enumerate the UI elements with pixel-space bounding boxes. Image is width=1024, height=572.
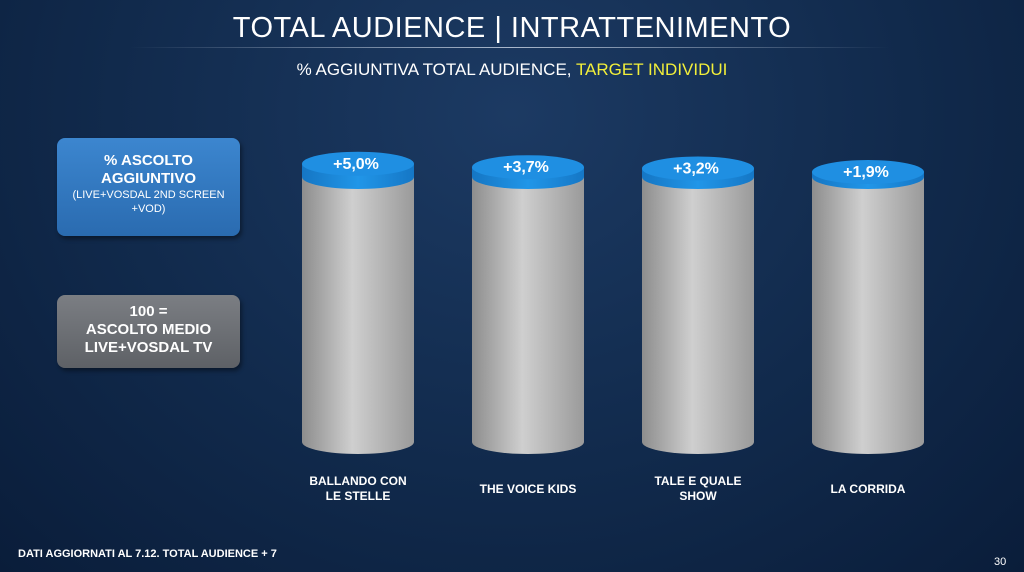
category-label-line: BALLANDO CON — [309, 474, 407, 488]
bar-top-0 — [302, 151, 414, 176]
category-label-line: LE STELLE — [325, 489, 391, 503]
legend-line: +VOD) — [131, 203, 166, 215]
category-label: TALE E QUALE SHOW — [628, 474, 768, 504]
page-subtitle: % AGGIUNTIVA TOTAL AUDIENCE, TARGET INDI… — [0, 60, 1024, 80]
legend-additional-audience: % ASCOLTO AGGIUNTIVO (LIVE+VOSDAL 2ND SC… — [57, 138, 240, 236]
subtitle-text: % AGGIUNTIVA TOTAL AUDIENCE, — [296, 60, 576, 79]
bar-top-2 — [642, 156, 754, 181]
legend-base-audience: 100 = ASCOLTO MEDIO LIVE+VOSDAL TV — [57, 295, 240, 368]
legend-line: 100 = — [129, 303, 168, 320]
subtitle-highlight: TARGET INDIVIDUI — [575, 60, 728, 79]
legend-line: AGGIUNTIVO — [100, 170, 196, 187]
legend-line: (LIVE+VOSDAL 2ND SCREEN — [72, 189, 225, 201]
bar-base-1 — [472, 177, 584, 454]
category-label-line: SHOW — [679, 489, 717, 503]
category-label-line: TALE E QUALE — [654, 474, 742, 488]
footer-note: DATI AGGIORNATI AL 7.12. TOTAL AUDIENCE … — [18, 548, 277, 560]
category-label-line: THE VOICE KIDS — [479, 482, 577, 496]
legend-line: LIVE+VOSDAL TV — [84, 339, 213, 356]
title-divider — [130, 47, 890, 48]
page-number: 30 — [994, 556, 1007, 568]
bar-base-0 — [302, 177, 414, 454]
bar-top-3 — [812, 159, 924, 184]
category-label-line: LA CORRIDA — [830, 482, 906, 496]
data-label-0: +5,0% — [333, 156, 379, 173]
legend-line: ASCOLTO MEDIO — [85, 321, 212, 338]
data-label-2: +3,2% — [673, 161, 719, 178]
category-label: THE VOICE KIDS — [458, 482, 598, 497]
category-label: LA CORRIDA — [798, 482, 938, 497]
bar-top-1 — [472, 155, 584, 180]
data-label-3: +1,9% — [843, 164, 889, 181]
legend-line: % ASCOLTO — [104, 152, 193, 169]
bar-base-3 — [812, 177, 924, 454]
category-label: BALLANDO CON LE STELLE — [288, 474, 428, 504]
bar-base-2 — [642, 177, 754, 454]
page-title: TOTAL AUDIENCE | INTRATTENIMENTO — [232, 12, 792, 44]
data-label-1: +3,7% — [503, 159, 549, 176]
